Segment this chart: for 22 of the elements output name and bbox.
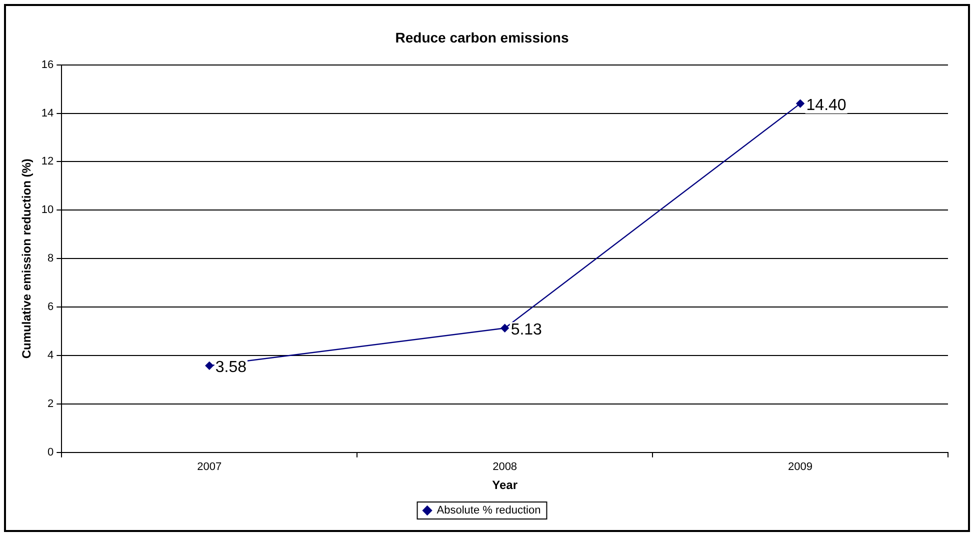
y-tick-label: 0 bbox=[48, 446, 54, 458]
point bbox=[205, 362, 214, 370]
y-tick-label: 14 bbox=[41, 107, 54, 120]
x-tick-label: 2008 bbox=[492, 461, 518, 474]
data-label: 5.13 bbox=[510, 322, 542, 339]
y-tick-label: 16 bbox=[41, 58, 54, 71]
y-tick-label: 2 bbox=[48, 398, 54, 410]
x-axis-title: Year bbox=[492, 478, 518, 492]
y-tick-label: 6 bbox=[48, 301, 54, 314]
legend-label: Absolute % reduction bbox=[436, 504, 541, 517]
x-tick-label: 2007 bbox=[197, 461, 222, 474]
y-axis-title: Cumulative emission reduction (%) bbox=[20, 158, 34, 359]
y-tick-label: 8 bbox=[48, 252, 54, 265]
point bbox=[500, 324, 509, 332]
y-tick-label: 4 bbox=[48, 350, 54, 362]
point bbox=[796, 99, 804, 108]
chart-title: Reduce carbon emissions bbox=[395, 29, 569, 46]
y-tick-label: 10 bbox=[41, 204, 54, 216]
data-label: 14.40 bbox=[806, 96, 846, 114]
y-tick-label: 12 bbox=[41, 156, 54, 168]
data-label: 3.58 bbox=[215, 359, 247, 376]
x-tick-label: 2009 bbox=[788, 461, 813, 474]
